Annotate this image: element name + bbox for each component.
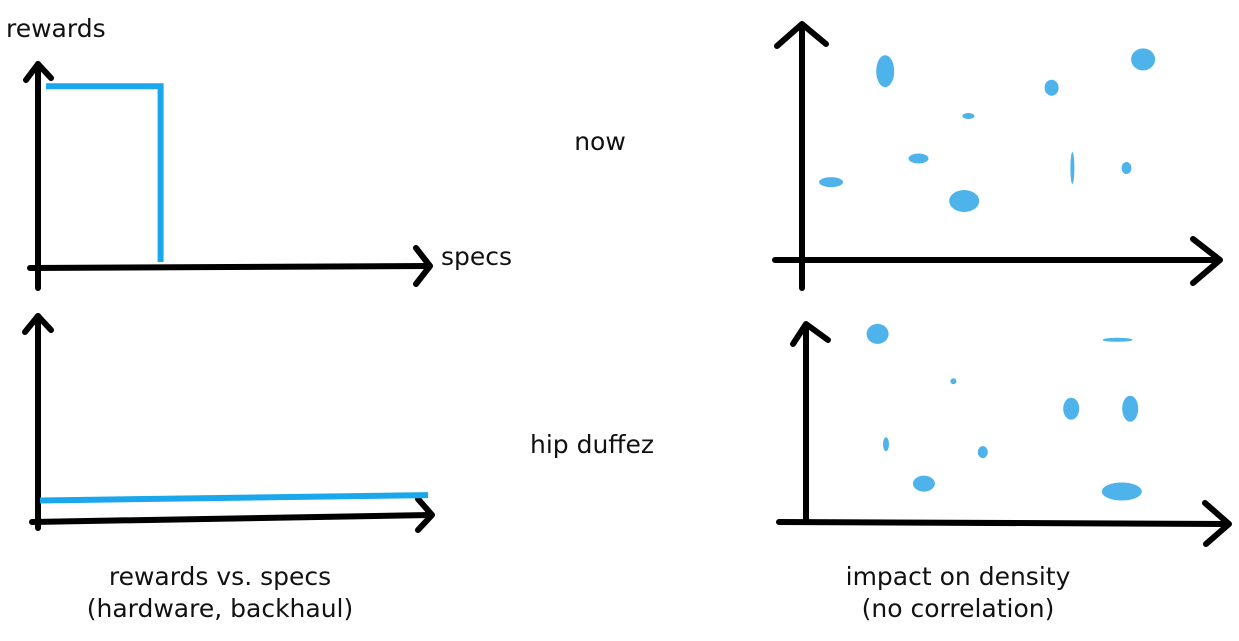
bottom-right-x-arrowhead (1202, 500, 1232, 547)
density-blob-now-3 (908, 153, 929, 164)
density-blob-now-7 (1070, 152, 1075, 184)
top-left-x-arrowhead (413, 245, 433, 287)
caption-left-line1: rewards vs. specs (108, 562, 332, 591)
caption-right-line2: (no correlation) (861, 594, 1055, 623)
chart-marks (39, 48, 1156, 504)
density-blob-now-5 (949, 190, 980, 212)
caption-right-line1: impact on density (845, 562, 1071, 591)
bottom-left-x-arrowhead (415, 496, 435, 533)
y-axis-label: rewards (6, 14, 106, 43)
bottom-left-y-arrowhead (22, 313, 54, 335)
x-axis-label: specs (441, 242, 513, 271)
row-label-now: now (574, 127, 626, 156)
row-label-hip-duffez: hip duffez (529, 430, 655, 459)
top-right-x-arrowhead (1190, 236, 1223, 286)
top-right-y-arrowhead (774, 21, 829, 49)
density-blob-hip-duffez-9 (1102, 337, 1133, 342)
bottom-left-x-axis (29, 512, 433, 525)
top-right-axes (772, 21, 1223, 291)
bottom-right-y-arrowhead (790, 321, 831, 347)
top-left-axes (23, 61, 433, 291)
density-blob-hip-duffez-4 (912, 475, 935, 492)
caption-left-line2: (hardware, backhaul) (86, 594, 354, 623)
density-blob-hip-duffez-3 (883, 437, 889, 452)
density-blob-hip-duffez-1 (866, 323, 889, 344)
density-blob-now-2 (819, 177, 844, 188)
top-left-y-arrowhead (23, 61, 54, 83)
density-blob-now-9 (1131, 48, 1156, 71)
density-blob-hip-duffez-5 (977, 446, 988, 459)
density-blob-now-1 (876, 55, 895, 88)
bottom-right-x-axis (776, 519, 1230, 527)
rewards-line-now (46, 83, 164, 262)
bottom-left-axes (22, 313, 435, 533)
rewards-line-hip-duffez (39, 492, 429, 504)
density-blob-hip-duffez-2 (950, 378, 957, 385)
density-blob-hip-duffez-8 (1101, 482, 1142, 501)
density-blob-now-8 (1121, 162, 1132, 174)
density-blob-hip-duffez-7 (1122, 395, 1139, 422)
density-blob-now-4 (962, 113, 975, 119)
top-left-x-axis (27, 263, 431, 271)
density-blob-now-6 (1044, 79, 1059, 96)
density-blob-hip-duffez-6 (1063, 397, 1080, 420)
bottom-right-axes (776, 321, 1232, 547)
